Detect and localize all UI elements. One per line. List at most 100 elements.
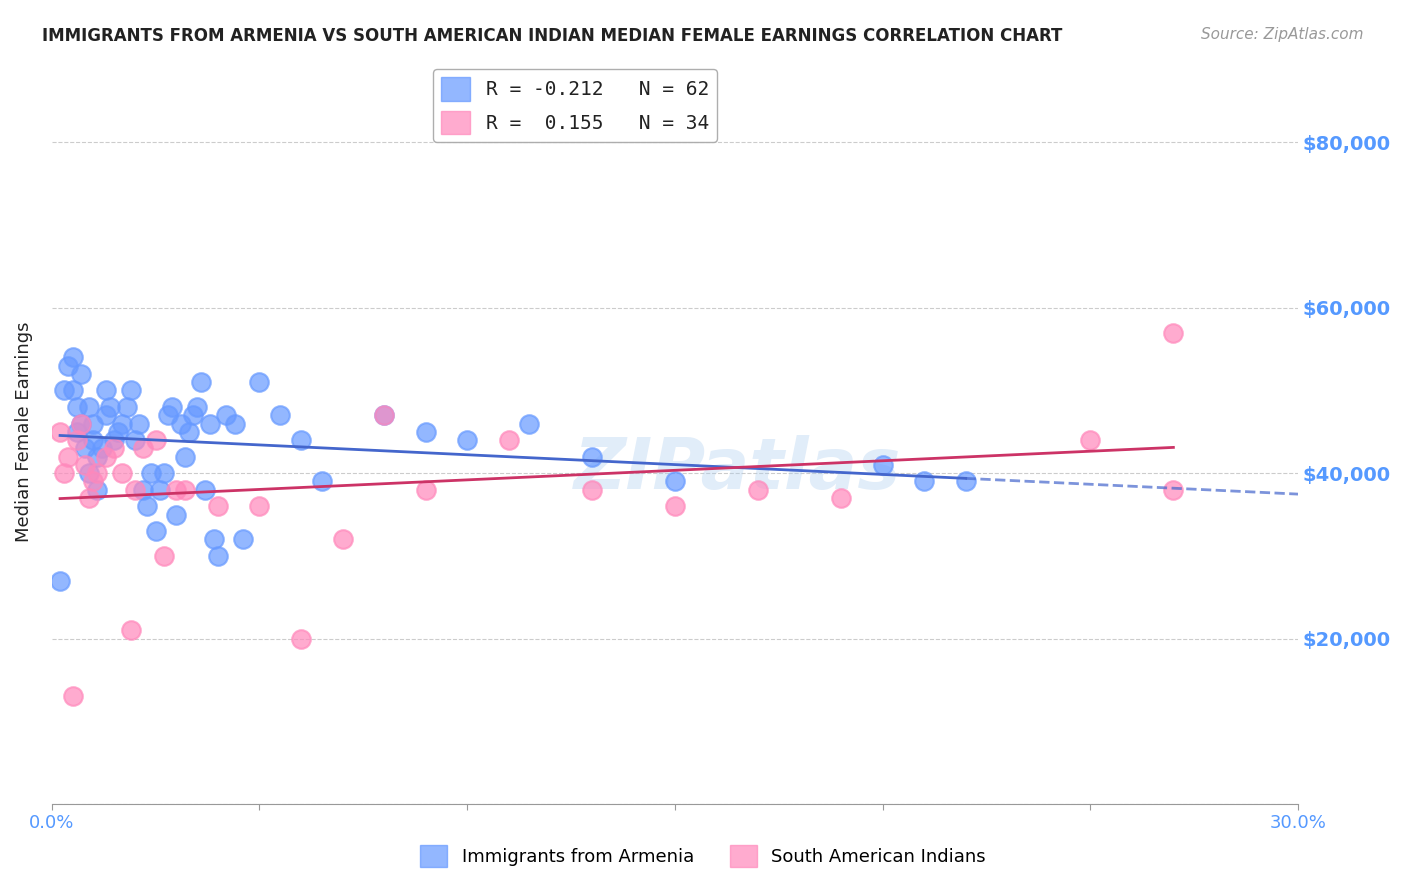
Point [62, 690, 84, 704]
Point [77, 466, 100, 480]
Point [194, 483, 217, 497]
Point [141, 466, 163, 480]
Point [132, 483, 155, 497]
Point [830, 491, 852, 505]
Point [77, 400, 100, 414]
Point [373, 409, 395, 423]
Point [581, 450, 603, 464]
Legend: Immigrants from Armenia, South American Indians: Immigrants from Armenia, South American … [413, 838, 993, 874]
Point [69, 417, 91, 431]
Y-axis label: Median Female Earnings: Median Female Earnings [15, 321, 32, 542]
Point [49, 425, 72, 439]
Point [519, 417, 541, 431]
Point [190, 375, 212, 389]
Point [94, 409, 117, 423]
Point [128, 417, 150, 431]
Point [290, 632, 312, 646]
Point [290, 433, 312, 447]
Point [165, 483, 187, 497]
Point [664, 475, 686, 489]
Point [66, 433, 89, 447]
Point [456, 433, 478, 447]
Point [207, 549, 229, 563]
Point [415, 483, 437, 497]
Point [249, 500, 271, 514]
Point [111, 417, 134, 431]
Point [955, 475, 977, 489]
Point [269, 409, 291, 423]
Point [165, 508, 187, 522]
Point [94, 384, 117, 398]
Point [207, 500, 229, 514]
Point [136, 500, 159, 514]
Point [224, 417, 246, 431]
Point [66, 425, 89, 439]
Point [664, 500, 686, 514]
Point [58, 359, 80, 373]
Point [581, 483, 603, 497]
Point [82, 475, 104, 489]
Point [872, 458, 894, 472]
Point [747, 483, 769, 497]
Point [77, 491, 100, 505]
Point [145, 433, 167, 447]
Point [115, 400, 138, 414]
Point [73, 458, 96, 472]
Point [103, 442, 125, 456]
Point [415, 425, 437, 439]
Point [249, 375, 271, 389]
Point [90, 442, 112, 456]
Point [145, 524, 167, 538]
Point [58, 450, 80, 464]
Point [62, 384, 84, 398]
Point [169, 417, 191, 431]
Point [202, 533, 225, 547]
Point [173, 450, 195, 464]
Point [498, 433, 520, 447]
Text: ZIPatlas: ZIPatlas [574, 434, 901, 503]
Point [157, 409, 180, 423]
Point [86, 466, 108, 480]
Point [124, 433, 146, 447]
Point [153, 549, 176, 563]
Point [198, 417, 221, 431]
Point [332, 533, 354, 547]
Legend: R = -0.212   N = 62, R =  0.155   N = 34: R = -0.212 N = 62, R = 0.155 N = 34 [433, 70, 717, 142]
Point [62, 351, 84, 365]
Point [132, 442, 155, 456]
Point [124, 483, 146, 497]
Point [82, 417, 104, 431]
Point [120, 384, 142, 398]
Text: IMMIGRANTS FROM ARMENIA VS SOUTH AMERICAN INDIAN MEDIAN FEMALE EARNINGS CORRELAT: IMMIGRANTS FROM ARMENIA VS SOUTH AMERICA… [42, 27, 1063, 45]
Point [160, 400, 183, 414]
Point [215, 409, 238, 423]
Point [149, 483, 172, 497]
Point [1163, 483, 1185, 497]
Point [49, 574, 72, 588]
Point [86, 450, 108, 464]
Point [177, 425, 200, 439]
Point [1078, 433, 1101, 447]
Point [94, 450, 117, 464]
Point [53, 384, 76, 398]
Text: Source: ZipAtlas.com: Source: ZipAtlas.com [1201, 27, 1364, 42]
Point [98, 400, 121, 414]
Point [69, 367, 91, 381]
Point [232, 533, 254, 547]
Point [373, 409, 395, 423]
Point [111, 466, 134, 480]
Point [66, 400, 89, 414]
Point [82, 433, 104, 447]
Point [181, 409, 204, 423]
Point [912, 475, 935, 489]
Point [173, 483, 195, 497]
Point [311, 475, 333, 489]
Point [103, 433, 125, 447]
Point [69, 417, 91, 431]
Point [1163, 326, 1185, 340]
Point [186, 400, 208, 414]
Point [107, 425, 129, 439]
Point [120, 624, 142, 638]
Point [53, 466, 76, 480]
Point [153, 466, 176, 480]
